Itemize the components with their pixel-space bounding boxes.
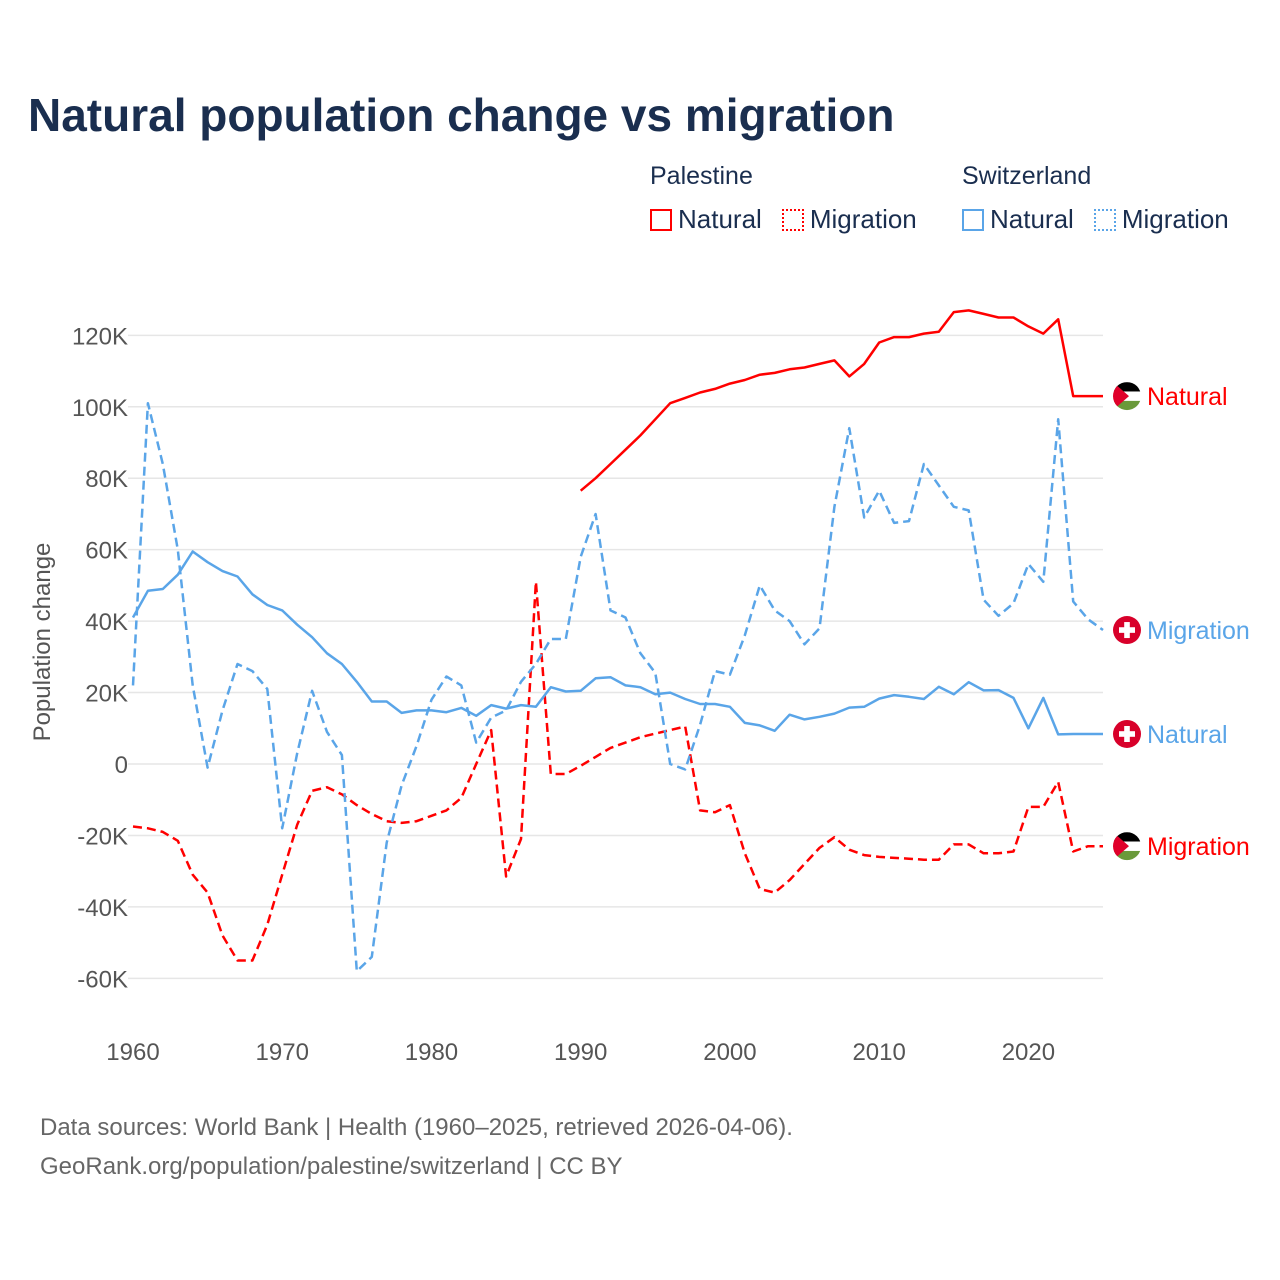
x-tick-label: 2000 — [703, 1039, 756, 1066]
x-tick-label: 1960 — [106, 1039, 159, 1066]
x-tick-label: 2010 — [852, 1039, 905, 1066]
x-tick-label: 2020 — [1002, 1039, 1055, 1066]
series-end-label: Migration — [1147, 617, 1250, 645]
chart-title: Natural population change vs migration — [28, 89, 895, 141]
footer: Data sources: World Bank | Health (1960–… — [40, 1108, 793, 1186]
legend-item-switzerland-natural[interactable]: Natural — [962, 204, 1074, 235]
x-tick-label: 1980 — [405, 1039, 458, 1066]
series-end-label: Natural — [1147, 383, 1228, 411]
y-tick-label: 80K — [85, 466, 128, 493]
dotted-swatch-icon — [781, 208, 804, 231]
legend-item-palestine-migration[interactable]: Migration — [781, 204, 917, 235]
legend-item-palestine-natural[interactable]: Natural — [650, 204, 762, 235]
legend-label: Natural — [678, 204, 762, 234]
legend-label: Natural — [990, 204, 1074, 234]
data-sources: Data sources: World Bank | Health (1960–… — [40, 1114, 793, 1141]
solid-swatch-icon — [962, 208, 984, 231]
legend-palestine: Natural Migration — [650, 204, 917, 235]
legend-group-palestine: Palestine — [650, 162, 753, 190]
y-tick-label: -60K — [77, 966, 128, 993]
series-line-palestine-natural[interactable] — [579, 309, 1103, 492]
y-tick-label: 60K — [85, 538, 128, 565]
y-tick-label: -20K — [77, 823, 128, 850]
y-tick-label: -40K — [77, 895, 128, 922]
legend-group-switzerland: Switzerland — [962, 162, 1092, 190]
series-line-switzerland-natural[interactable] — [131, 550, 1103, 736]
y-tick-label: 100K — [72, 395, 128, 422]
legend-switzerland: Natural Migration — [962, 204, 1229, 235]
solid-swatch-icon — [650, 208, 672, 231]
legend-label: Migration — [1121, 204, 1229, 234]
legend-label: Migration — [809, 204, 917, 234]
attribution-link[interactable]: GeoRank.org/population/palestine/switzer… — [40, 1153, 623, 1180]
palestine-flag-icon — [1113, 832, 1141, 861]
series-line-switzerland-migration[interactable] — [131, 401, 1104, 973]
dotted-swatch-icon — [1093, 208, 1116, 231]
switzerland-flag-icon — [1113, 719, 1141, 748]
y-tick-label: 20K — [85, 681, 128, 708]
y-axis-label: Population change — [29, 543, 56, 742]
x-tick-label: 1970 — [256, 1039, 309, 1066]
legend-item-switzerland-migration[interactable]: Migration — [1093, 204, 1229, 235]
palestine-flag-icon — [1113, 382, 1141, 411]
y-tick-label: 120K — [72, 323, 128, 350]
y-tick-label: 40K — [85, 609, 128, 636]
y-tick-label: 0 — [115, 752, 128, 779]
series-end-label: Natural — [1147, 721, 1228, 749]
x-tick-label: 1990 — [554, 1039, 607, 1066]
series-end-label: Migration — [1147, 833, 1250, 861]
series-line-palestine-migration[interactable] — [132, 580, 1103, 962]
switzerland-flag-icon — [1113, 616, 1141, 645]
